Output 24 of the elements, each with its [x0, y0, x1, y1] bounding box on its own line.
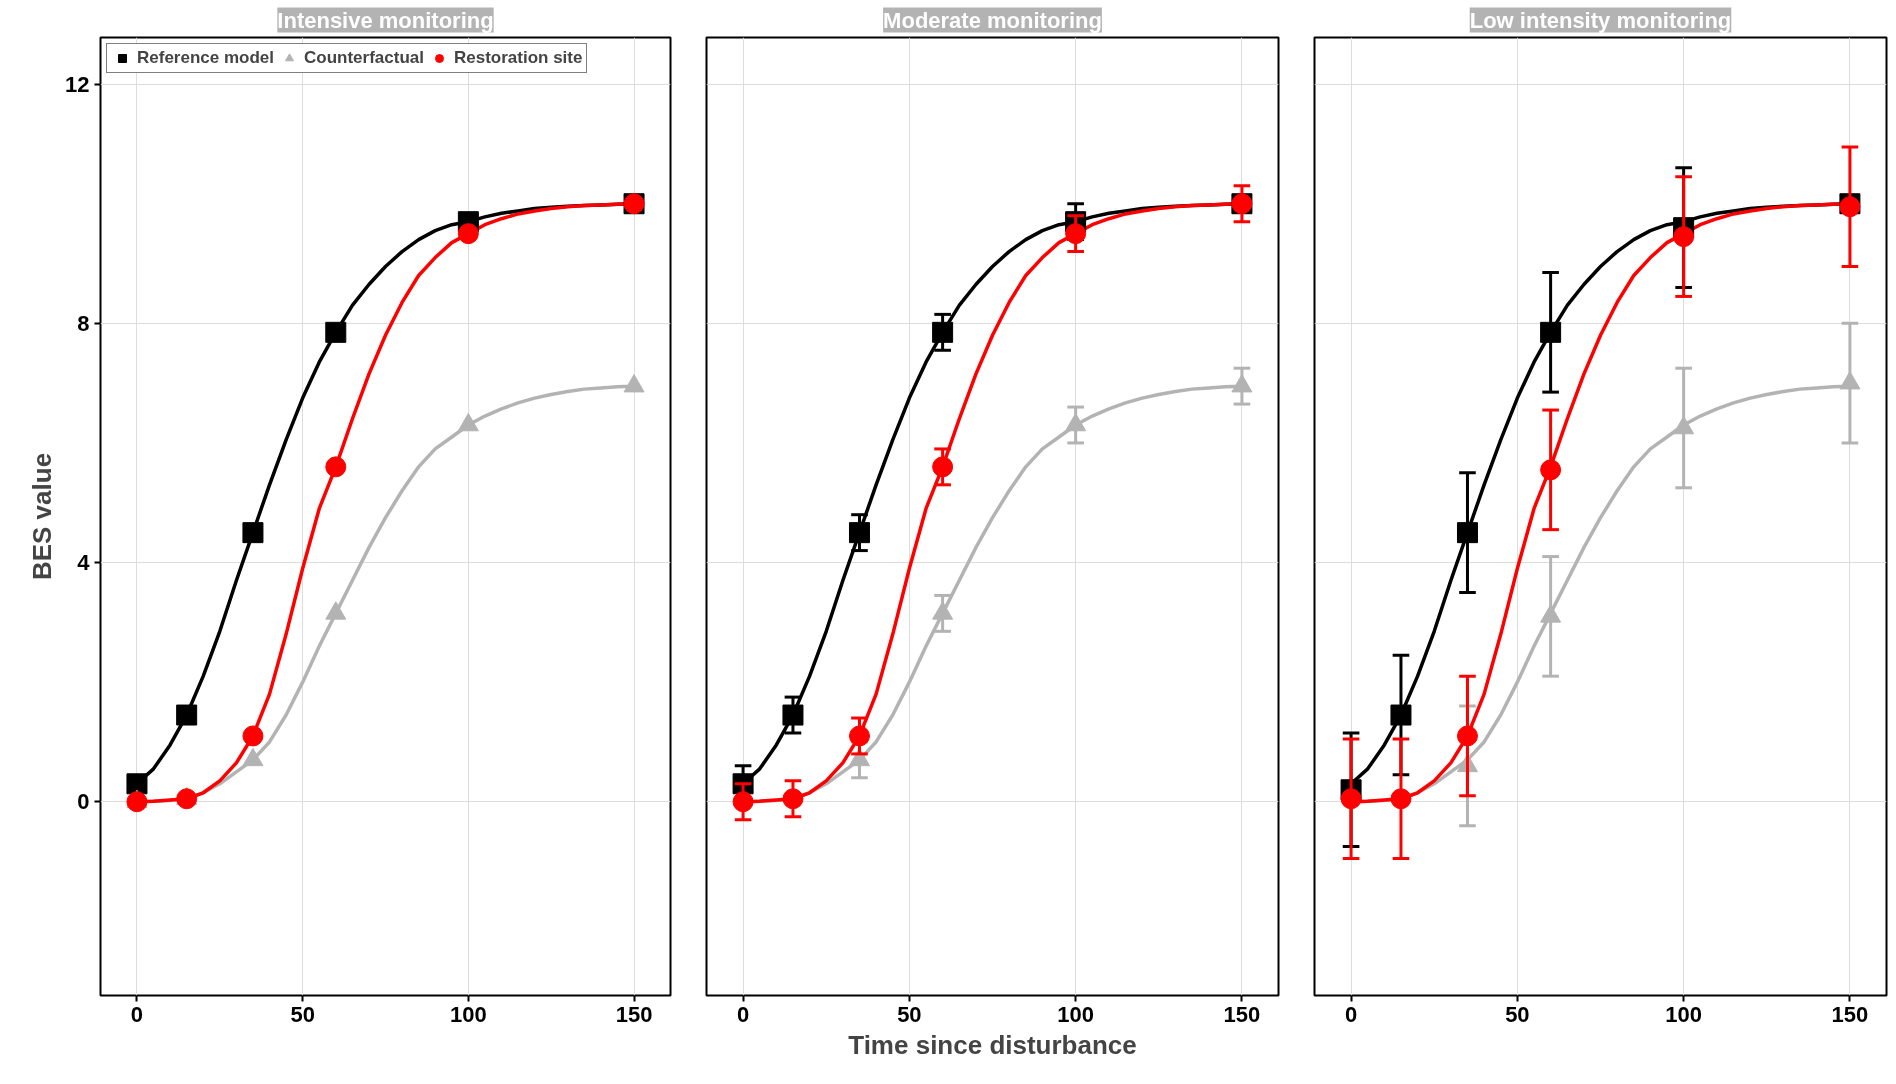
x-tick-label: 0: [736, 1001, 750, 1027]
y-tick-label: 0: [77, 789, 90, 815]
y-tick-label: 4: [77, 550, 91, 576]
x-tick-label: 50: [897, 1001, 922, 1027]
legend-label: Restoration site: [453, 48, 583, 68]
x-tick-label: 150: [615, 1001, 653, 1027]
chart-title: Intensive monitoring: [277, 7, 494, 33]
x-tick-label: 50: [290, 1001, 315, 1027]
x-tick-label: 100: [1057, 1001, 1095, 1027]
chart-title: Moderate monitoring: [883, 7, 1102, 33]
x-tick-label: 0: [130, 1001, 144, 1027]
y-axis-title: BES value: [27, 452, 58, 581]
y-tick-label: 8: [77, 310, 90, 336]
x-tick-label: 0: [1344, 1001, 1358, 1027]
y-tick-label: 12: [65, 71, 90, 97]
legend-label: Reference model: [137, 48, 274, 68]
legend-label: Counterfactual: [304, 48, 424, 68]
x-tick-label: 100: [450, 1001, 487, 1027]
x-tick-label: 150: [1831, 1001, 1869, 1027]
x-tick-label: 150: [1223, 1001, 1261, 1027]
x-axis-title: Time since disturbance: [848, 1029, 1137, 1060]
x-tick-label: 100: [1665, 1001, 1703, 1027]
chart-title: Low intensity monitoring: [1469, 7, 1732, 33]
x-tick-label: 50: [1505, 1001, 1530, 1027]
